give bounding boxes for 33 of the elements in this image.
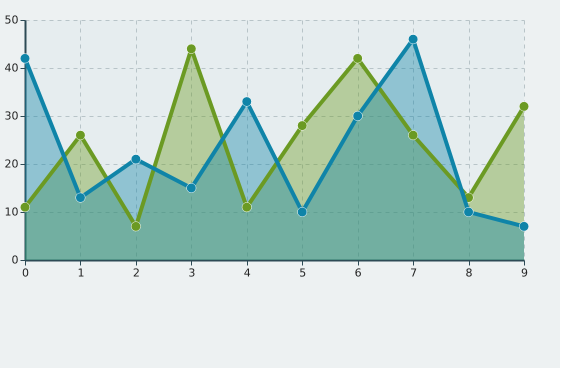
point — [464, 207, 474, 217]
point — [352, 53, 363, 64]
point — [130, 154, 141, 164]
point — [242, 202, 252, 212]
x-tick-label: 9 — [521, 266, 528, 280]
x-tick-label: 6 — [354, 266, 362, 280]
y-tick-label: 30 — [4, 110, 18, 122]
y-tick-label: 10 — [4, 206, 18, 218]
y-tick-label: 20 — [4, 158, 18, 170]
point — [352, 111, 363, 121]
x-tick-label: 2 — [132, 266, 140, 280]
point — [242, 96, 252, 107]
point — [297, 207, 308, 217]
point — [297, 120, 308, 131]
x-tick-label: 8 — [466, 266, 473, 280]
point — [75, 130, 86, 140]
x-tick-label: 5 — [299, 266, 306, 280]
point — [130, 221, 141, 232]
x-tick-label: 1 — [77, 266, 84, 280]
y-tick-label: 0 — [12, 254, 18, 266]
point — [408, 34, 418, 44]
point — [408, 130, 418, 140]
point — [186, 183, 196, 193]
x-tick-label: 0 — [22, 266, 29, 280]
point — [75, 192, 86, 203]
y-tick-label: 50 — [4, 14, 18, 26]
x-tick-label: 7 — [410, 266, 418, 280]
point — [20, 53, 30, 64]
point — [186, 44, 196, 54]
y-tick-label: 40 — [4, 62, 18, 74]
x-tick-label: 3 — [188, 266, 196, 280]
point — [20, 202, 30, 212]
x-tick-label: 4 — [244, 266, 251, 280]
